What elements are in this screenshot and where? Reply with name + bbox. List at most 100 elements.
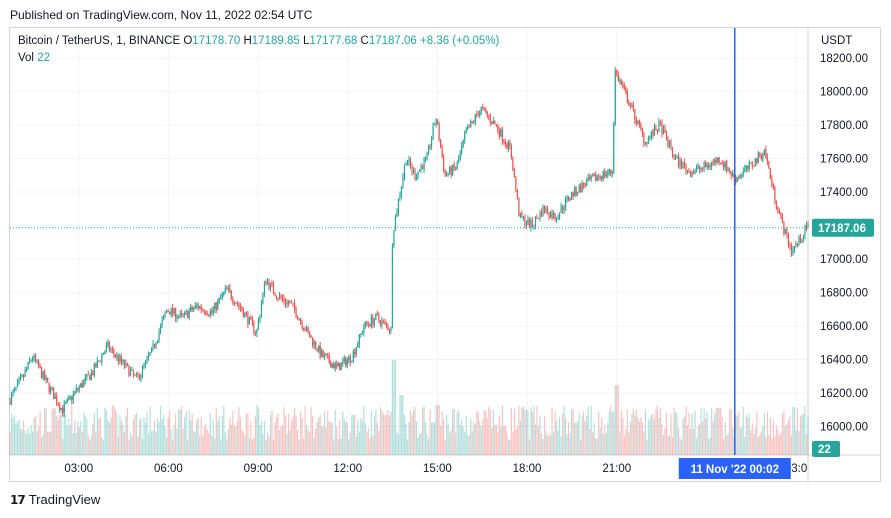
candle-body (360, 333, 362, 335)
candle-body (584, 185, 586, 187)
volume-bar (510, 408, 512, 455)
candle-body (31, 358, 34, 361)
volume-bar (440, 425, 442, 455)
volume-bar (601, 418, 603, 455)
volume-bar (224, 432, 226, 455)
candle-body (152, 343, 154, 348)
candle-body (759, 152, 761, 156)
volume-bar (411, 415, 413, 455)
volume-bar (397, 434, 400, 455)
candle-body (47, 378, 49, 383)
volume-bar (759, 434, 761, 455)
candle-body (617, 73, 619, 81)
volume-bar (251, 439, 254, 455)
candle-body (686, 170, 689, 172)
volume-bar (281, 425, 284, 455)
volume-bar (691, 413, 693, 455)
volume-bar (569, 433, 571, 455)
volume-bar (86, 418, 88, 455)
candle-body (28, 360, 31, 362)
candle-body (346, 359, 348, 366)
volume-bar (613, 410, 615, 455)
volume-bar (793, 407, 796, 455)
volume-bar (799, 415, 802, 455)
candle-body (143, 364, 145, 367)
candle-body (680, 159, 683, 169)
volume-bar (366, 431, 368, 455)
volume-bar (531, 411, 534, 455)
candle-body (309, 331, 311, 338)
volume-bar (647, 419, 649, 455)
volume-bar (153, 420, 156, 455)
candle-body (230, 291, 232, 299)
candle-body (608, 169, 610, 174)
volume-bar (149, 406, 151, 455)
volume-bar (625, 428, 627, 455)
candle-body (16, 381, 19, 387)
volume-bar (21, 429, 23, 455)
volume-bar (766, 411, 768, 455)
volume-bar (184, 416, 186, 455)
volume-bar (697, 426, 699, 455)
volume-bar (165, 437, 168, 455)
volume-bar (680, 439, 683, 455)
volume-bar (248, 438, 250, 455)
volume-bar (694, 410, 696, 455)
candle-body (125, 363, 127, 367)
volume-bar (417, 437, 419, 455)
candle-body (301, 321, 303, 328)
volume-bar (229, 418, 231, 455)
volume-bar (77, 421, 79, 455)
volume-bar (38, 426, 40, 455)
volume-bar (540, 433, 543, 455)
candle-body (10, 394, 13, 404)
candle-body (518, 198, 520, 216)
volume-bar (123, 431, 126, 455)
volume-bar (670, 414, 672, 455)
last-price-tag (812, 218, 874, 237)
volume-bar (170, 428, 172, 455)
volume-bar (649, 418, 651, 455)
volume-bar (394, 360, 397, 455)
candle-body (437, 119, 439, 125)
volume-bar (530, 407, 532, 455)
candle-body (512, 157, 514, 171)
volume-bar (712, 421, 714, 455)
candle-body (751, 162, 753, 167)
volume-bar (516, 425, 519, 455)
candle-body (774, 186, 776, 201)
candle-body (421, 166, 424, 170)
candle-body (176, 317, 178, 319)
volume-label: Vol (18, 52, 34, 64)
volume-bar (498, 415, 500, 455)
volume-bar (331, 422, 333, 455)
candle-body (486, 111, 488, 116)
footer-brand: 𝟭𝟳 TradingView (10, 492, 100, 507)
candle-body (321, 350, 323, 357)
volume-bar (784, 425, 787, 455)
candle-body (262, 292, 264, 304)
candle-body (316, 348, 318, 352)
volume-bar (236, 420, 238, 455)
candle-body (65, 402, 67, 404)
volume-bar (286, 433, 288, 455)
candle-body (641, 129, 643, 134)
candle-body (272, 284, 275, 293)
volume-bar (688, 412, 690, 455)
candle-body (149, 352, 151, 356)
volume-bar (328, 421, 330, 455)
volume-bar (87, 435, 89, 455)
volume-bar (492, 409, 494, 455)
candle-body (38, 360, 40, 368)
candle-body (692, 172, 695, 174)
candle-body (619, 80, 621, 82)
volume-bar (533, 405, 535, 455)
candle-body (415, 176, 418, 180)
candle-body (798, 236, 800, 244)
volume-bar (232, 410, 234, 455)
candle-body (69, 396, 71, 398)
volume-bar (31, 431, 34, 455)
volume-bar (564, 417, 567, 455)
volume-bar (143, 416, 145, 455)
